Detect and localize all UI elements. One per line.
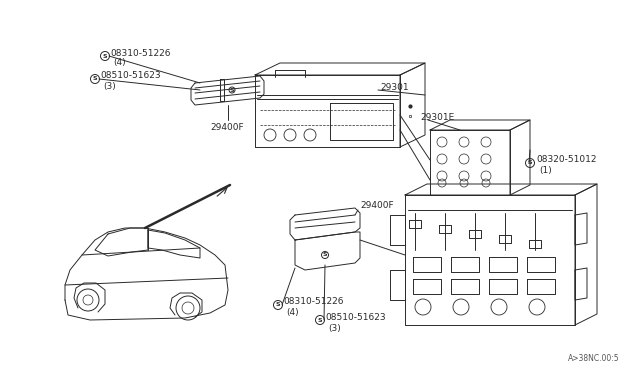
Text: S: S <box>93 77 97 81</box>
Text: S: S <box>276 302 280 308</box>
Text: S: S <box>323 253 327 257</box>
Text: S: S <box>528 160 532 166</box>
Text: 29301E: 29301E <box>420 113 454 122</box>
Text: 29400F: 29400F <box>210 122 244 131</box>
Text: 08510-51623: 08510-51623 <box>325 312 386 321</box>
Text: S: S <box>230 87 234 93</box>
Text: (4): (4) <box>113 58 125 67</box>
Text: 08310-51226: 08310-51226 <box>110 48 170 58</box>
Text: A>38NC.00:5: A>38NC.00:5 <box>568 354 620 363</box>
Text: (4): (4) <box>286 308 299 317</box>
Text: 08510-51623: 08510-51623 <box>100 71 161 80</box>
Text: 29400F: 29400F <box>360 201 394 209</box>
Text: S: S <box>102 54 108 58</box>
Text: (3): (3) <box>103 83 116 92</box>
Text: (1): (1) <box>539 166 552 174</box>
Text: 08310-51226: 08310-51226 <box>283 298 344 307</box>
Text: (3): (3) <box>328 324 340 333</box>
Text: S: S <box>317 317 323 323</box>
Text: 08320-51012: 08320-51012 <box>536 155 596 164</box>
Text: 29301: 29301 <box>380 83 408 93</box>
